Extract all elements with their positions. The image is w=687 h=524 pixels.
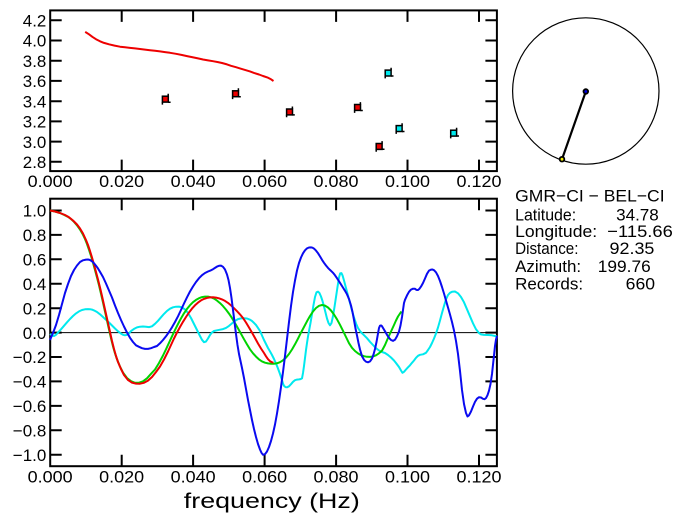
- svg-text:0.080: 0.080: [314, 468, 359, 487]
- svg-text:92.35: 92.35: [610, 239, 655, 258]
- svg-text:−0.6: −0.6: [13, 397, 47, 416]
- svg-text:0.0: 0.0: [23, 324, 47, 343]
- svg-text:−0.2: −0.2: [13, 348, 47, 367]
- svg-text:0.000: 0.000: [28, 172, 73, 191]
- svg-text:0.040: 0.040: [171, 468, 216, 487]
- svg-text:1.0: 1.0: [23, 202, 47, 221]
- svg-text:0.100: 0.100: [385, 172, 430, 191]
- svg-text:0.020: 0.020: [99, 468, 144, 487]
- svg-text:0.4: 0.4: [23, 275, 47, 294]
- svg-text:0.6: 0.6: [23, 251, 47, 270]
- svg-text:0.020: 0.020: [99, 172, 144, 191]
- svg-text:199.76: 199.76: [598, 257, 651, 276]
- svg-text:0.8: 0.8: [23, 226, 47, 245]
- svg-text:0.000: 0.000: [28, 468, 73, 487]
- svg-text:−0.4: −0.4: [13, 373, 47, 392]
- svg-text:Distance:: Distance:: [515, 239, 578, 258]
- svg-text:660: 660: [626, 275, 655, 294]
- svg-text:Records:: Records:: [515, 275, 583, 294]
- svg-text:0.040: 0.040: [171, 172, 216, 191]
- svg-text:3.6: 3.6: [23, 72, 47, 91]
- svg-text:0.120: 0.120: [456, 172, 501, 191]
- svg-text:2.8: 2.8: [23, 153, 47, 172]
- svg-text:−115.66: −115.66: [607, 222, 673, 241]
- svg-text:Azimuth:: Azimuth:: [515, 257, 581, 276]
- svg-text:0.060: 0.060: [242, 468, 287, 487]
- svg-text:34.78: 34.78: [616, 206, 659, 225]
- svg-text:Longitude:: Longitude:: [515, 222, 597, 241]
- svg-text:4.0: 4.0: [23, 32, 47, 51]
- svg-text:GMR−CI − BEL−CI: GMR−CI − BEL−CI: [515, 186, 665, 205]
- svg-text:0.120: 0.120: [456, 468, 501, 487]
- svg-text:0.100: 0.100: [385, 468, 430, 487]
- svg-text:0.2: 0.2: [23, 299, 47, 318]
- svg-text:3.8: 3.8: [23, 52, 47, 71]
- svg-text:0.080: 0.080: [314, 172, 359, 191]
- svg-text:4.2: 4.2: [23, 12, 47, 31]
- svg-text:3.0: 3.0: [23, 133, 47, 152]
- svg-text:Latitude:: Latitude:: [515, 206, 576, 225]
- svg-text:3.2: 3.2: [23, 113, 47, 132]
- svg-text:−0.8: −0.8: [13, 421, 47, 440]
- svg-text:−1.0: −1.0: [13, 446, 47, 465]
- svg-text:frequency (Hz): frequency (Hz): [184, 490, 360, 513]
- svg-text:0.060: 0.060: [242, 172, 287, 191]
- svg-text:3.4: 3.4: [23, 92, 47, 111]
